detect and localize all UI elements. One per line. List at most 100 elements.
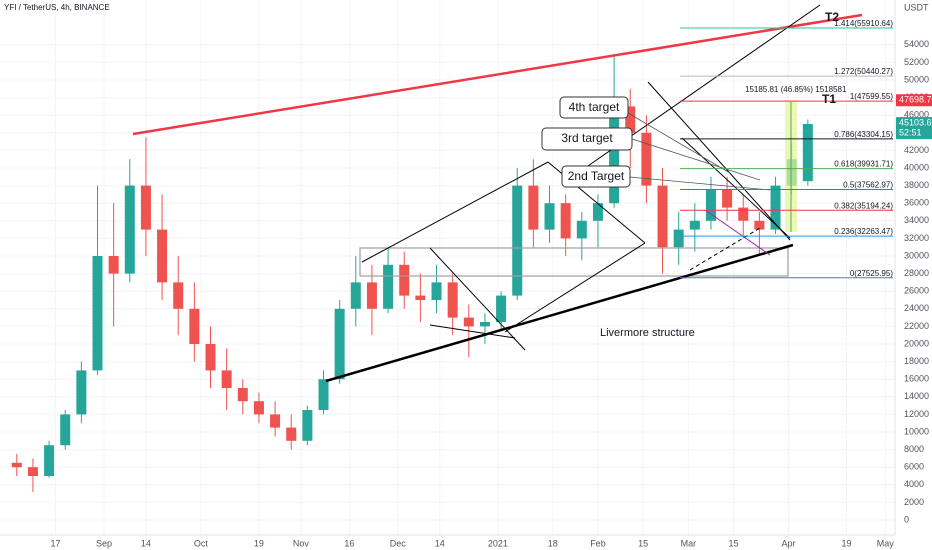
x-tick-label: 17 [51,538,61,548]
y-tick-label: 32000 [904,233,929,243]
candle-body [350,282,361,309]
currency: USDT [904,2,929,12]
candle-body [512,185,523,296]
label-box [559,96,629,119]
price-tag-label: 47698.70 [899,95,932,105]
x-tick-label: Oct [194,538,209,548]
x-tick-label: 18 [548,538,558,548]
trendline [132,13,863,136]
x-tick-label: 14 [141,538,151,548]
x-tick-label: Sep [96,538,112,548]
candle-body [625,106,636,133]
axes: 0200040006000800010000120001400016000180… [51,39,932,548]
candle-body [383,264,394,309]
x-tick-label: Nov [293,538,310,548]
candle-body [60,414,71,446]
candle-body [399,264,410,296]
y-tick-label: 10000 [904,426,929,436]
fib-label: 0.5(37562.97) [843,181,893,190]
label-box [541,127,633,151]
candle-body [802,124,813,182]
annotations: 4th target 3rd target 2nd Target Livermo… [561,10,847,339]
y-tick-label: 2000 [904,497,924,507]
x-tick-label: Mar [681,538,697,548]
candle-body [496,295,507,322]
fib-label: 1.414(55910.64) [834,19,893,28]
candle-body [447,282,458,318]
measure-label: 15185.81 (46.85%) 1518581 [745,85,847,94]
candle-body [237,388,248,402]
candle-body [641,132,652,186]
target-line [631,138,761,181]
candle-body [318,379,329,410]
target-line [627,112,731,174]
candle-body [11,462,22,468]
candle-body [189,308,200,344]
target-label: 4th target [569,100,620,114]
candle-body [689,220,700,230]
y-tick-label: 26000 [904,286,929,296]
trendline [681,137,791,239]
drawings [132,4,863,383]
candle-body [722,190,733,208]
candles [11,53,813,492]
candle-body [560,203,571,239]
y-tick-label: 6000 [904,462,924,472]
trendline [325,243,794,383]
target-label: 3rd target [561,131,613,145]
y-tick-label: 28000 [904,268,929,278]
candle-body [770,185,781,230]
candle-body [544,203,555,230]
trendline [504,242,646,333]
candle-body [431,282,442,300]
y-tick-label: 30000 [904,250,929,260]
candle-body [27,467,38,476]
y-tick-label: 52000 [904,57,929,67]
candle-body [657,185,668,248]
target-t1: T1 [822,92,836,106]
candle-body [334,308,345,380]
x-tick-label: Apr [781,538,795,548]
y-tick-label: 4000 [904,479,924,489]
y-tick-label: 14000 [904,391,929,401]
candle-body [157,229,168,283]
y-tick-label: 22000 [904,321,929,331]
target-line [629,176,771,191]
x-tick-label: Dec [390,538,407,548]
y-tick-label: 36000 [904,198,929,208]
candle-body [173,282,184,309]
candle-body [124,185,135,274]
fib-label: 0.382(35194.24) [834,201,893,210]
candle-body [479,322,490,327]
candle-body [302,410,313,441]
structure-label: Livermore structure [600,327,695,339]
fib-label: 0.236(32263.47) [834,227,893,236]
header-title: YFI / TetherUS, 4h, BINANCE [4,3,110,12]
price-tag-label: 45103.60 [899,117,932,127]
trendline [429,324,516,339]
candle-body [270,414,281,428]
price-tag [896,94,932,107]
candle-body [253,401,264,415]
grid [0,0,895,535]
fib-label: 0(27525.95) [850,269,893,278]
candle-body [576,220,587,239]
y-tick-label: 50000 [904,74,929,84]
candle-body [286,427,297,441]
fib-label: 1(47599.55) [850,92,893,101]
x-tick-label: 19 [842,538,852,548]
trendline [647,81,791,241]
x-tick-label: 16 [344,538,354,548]
fib-levels: 1.414(55910.64) 1.272(50440.27) 1(47599.55… [680,19,893,279]
candle-body [463,317,474,327]
y-tick-label: 42000 [904,145,929,155]
trendline [704,209,771,256]
candle-body [738,207,749,221]
fib-label: 1.272(50440.27) [834,67,893,76]
range-box [359,247,789,277]
fib-label: 0.786(43304.15) [834,130,893,139]
y-tick-label: 0 [904,514,909,524]
price-tag-timer: 52:51 [899,127,922,137]
y-tick-label: 54000 [904,39,929,49]
candle-body [366,282,377,309]
